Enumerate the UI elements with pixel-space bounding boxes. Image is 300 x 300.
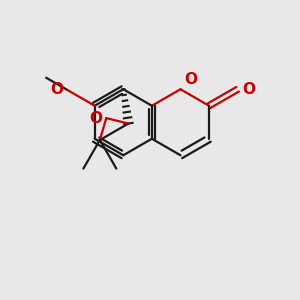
Text: O: O — [50, 82, 63, 97]
Text: O: O — [89, 111, 103, 126]
Text: O: O — [242, 82, 256, 97]
Text: O: O — [184, 72, 197, 87]
